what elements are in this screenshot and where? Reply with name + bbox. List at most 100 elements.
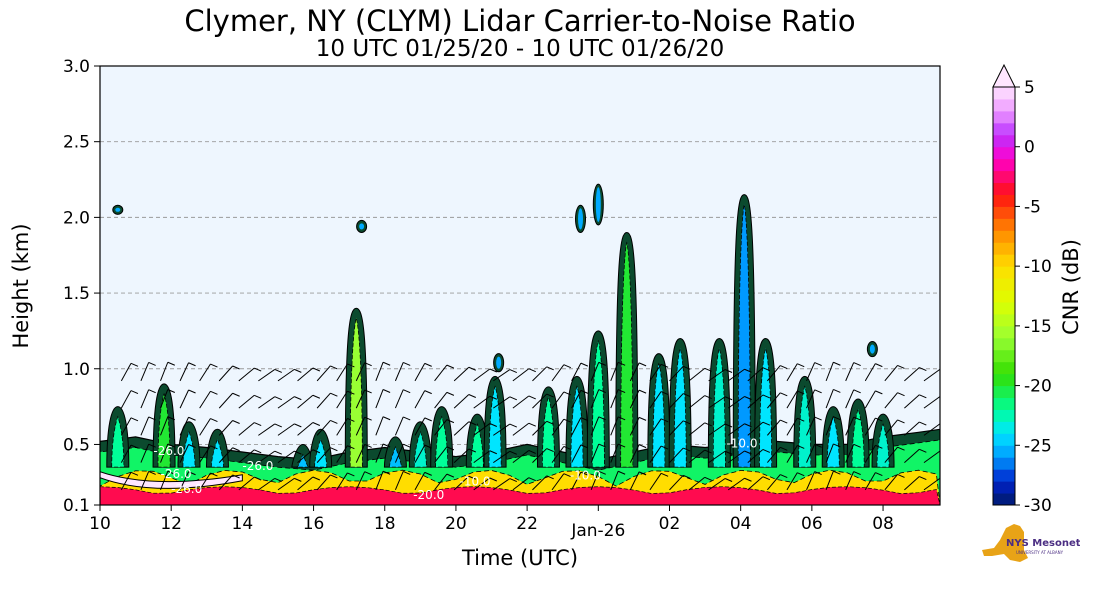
wind-barb [528,368,536,373]
wind-barb [864,363,876,382]
wind-barb [120,472,132,491]
y-tick-label: 1.5 [63,284,90,304]
wind-barb [468,448,476,453]
wind-barb [528,477,536,482]
wind-barb [294,423,302,428]
wind-barb [904,394,920,409]
wind-barb [727,368,745,382]
wind-barb [727,396,745,409]
wind-barb [590,362,600,382]
wind-barb [897,473,905,478]
x-tick-label: Jan-26 [570,521,625,541]
wind-barb [424,417,432,422]
x-tick-label: 04 [730,514,752,534]
wind-barb [188,362,196,367]
colorbar-segment [993,206,1015,219]
wind-barb [294,450,302,455]
wind-barb [940,396,947,399]
wind-barb [330,392,338,397]
wind-barb [509,450,518,455]
contour-label: -10.0 [459,474,490,488]
wind-barb [617,443,626,448]
wind-barb [940,478,947,481]
wind-barb [375,389,384,409]
wind-barb [167,389,175,393]
wind-barb [923,477,940,491]
wind-barb [747,421,764,436]
wind-barb [833,470,841,475]
wind-barb [274,396,282,401]
wind-barb [394,471,404,491]
wind-barb [845,389,855,409]
wind-barb [563,364,572,369]
wind-barb [747,449,764,463]
wind-barb [833,443,841,448]
wind-barb [210,472,218,477]
wind-barb [218,447,233,463]
wind-barb [590,471,600,491]
wind-barb [762,421,771,426]
wind-barb [797,363,805,368]
wind-barb [364,362,372,367]
wind-barb [845,444,855,463]
wind-barb [629,362,640,382]
wind-barb [188,471,196,476]
x-tick-label: 02 [659,514,681,534]
wind-barb [232,474,240,479]
wind-barb [512,368,530,382]
wind-barb [218,365,233,382]
wind-barb [766,474,781,491]
wind-barb [375,416,384,436]
wind-barb [512,395,530,409]
wind-barb [453,394,470,409]
wind-barb [179,444,190,463]
wind-barb [669,474,684,491]
wind-barb [336,418,348,436]
wind-barb [382,361,391,366]
wind-barb [669,393,684,409]
wind-barb [724,423,733,428]
colorbar-segment [993,218,1015,231]
wind-barb [473,477,491,491]
wind-barb [446,446,455,451]
y-tick-label: 2.5 [63,133,90,153]
wind-barb [297,449,314,463]
wind-barb [493,396,511,409]
wind-barb [120,417,132,436]
wind-barb [683,420,691,425]
wind-barb [364,443,372,448]
wind-barb [509,369,518,374]
wind-barb [509,423,518,428]
wind-barb [806,362,816,382]
wind-barb [394,443,404,463]
wind-barb [766,392,781,409]
wind-barb [762,476,771,481]
wind-barb [336,390,348,409]
wind-barb [708,369,726,382]
wind-barb [167,361,175,366]
wind-barb [179,417,190,436]
wind-barb [140,389,150,409]
colorbar-label: CNR (dB) [1059,239,1083,335]
x-tick-label: 14 [232,514,254,534]
wind-barb [258,477,276,491]
wind-barb [232,447,240,452]
colorbar: 5 0 -5 -10 -15 -20 -25 -30 [992,63,1052,516]
wind-barb [904,421,920,436]
wind-barb [708,450,726,464]
wind-barb [875,363,883,368]
wind-barb [218,420,233,436]
wind-barb [232,392,240,397]
colorbar-tick-label: -20 [1024,377,1052,397]
cloud-plume-core [157,392,171,468]
wind-barb [708,478,726,491]
wind-barb [355,416,366,436]
wind-barb [297,367,314,382]
wind-barb [660,472,669,477]
colorbar-tick-label: -30 [1024,496,1052,516]
wind-barb [509,478,518,483]
wind-barb [649,473,662,491]
wind-barb [598,389,606,394]
wind-barb [649,445,662,463]
elevated-cloud-core [578,208,584,230]
